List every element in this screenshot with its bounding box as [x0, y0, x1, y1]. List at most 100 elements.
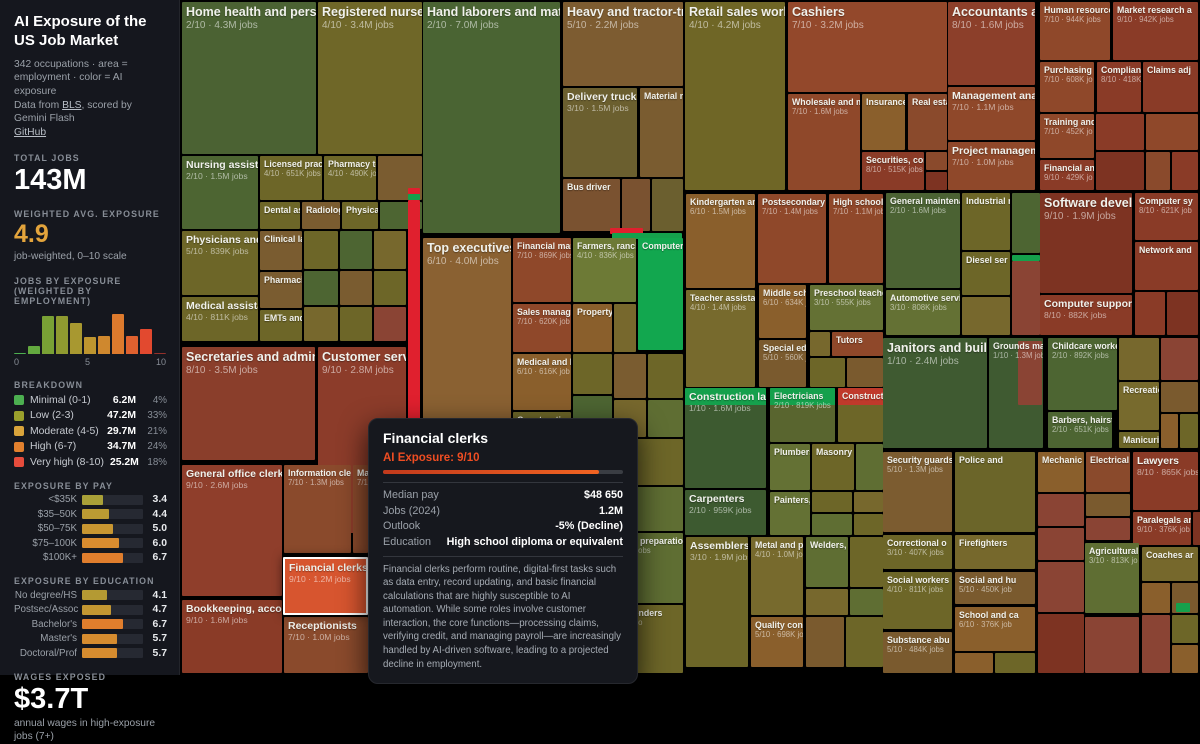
treemap-tile[interactable]: Financial an 9/10 · 429K jo [1040, 160, 1094, 190]
treemap-tile[interactable]: Software develope9/10 · 1.9M jobs [1040, 193, 1132, 293]
treemap-tile-unlabeled[interactable] [1086, 518, 1130, 540]
treemap-tile-unlabeled[interactable] [926, 152, 947, 170]
treemap-tile[interactable]: Plumbers, [770, 444, 810, 490]
treemap-tile[interactable]: Project managemen7/10 · 1.0M jobs [948, 142, 1035, 190]
treemap-tile-unlabeled[interactable] [847, 358, 883, 387]
treemap-tile[interactable]: Market research a 9/10 · 942K jobs [1113, 2, 1198, 60]
treemap-tile[interactable]: General maintenan2/10 · 1.6M jobs [886, 193, 960, 288]
treemap-tile-unlabeled[interactable] [340, 231, 372, 269]
treemap-tile-unlabeled[interactable] [1119, 338, 1159, 380]
treemap-tile-unlabeled[interactable] [1167, 292, 1198, 335]
treemap-tile[interactable]: Police and [955, 452, 1035, 532]
treemap-tile[interactable]: Physicians and sur5/10 · 839K jobs [182, 231, 258, 295]
treemap-tile-unlabeled[interactable] [806, 617, 844, 667]
github-link[interactable]: GitHub [14, 126, 47, 138]
treemap-tile-unlabeled[interactable] [850, 537, 883, 587]
treemap-tile-unlabeled[interactable] [1161, 338, 1198, 380]
treemap-tile[interactable]: Substance abu 5/10 · 484K jobs [883, 632, 952, 673]
treemap-tile-unlabeled[interactable] [648, 400, 683, 437]
treemap-tile-unlabeled[interactable] [340, 307, 372, 341]
treemap-tile[interactable]: Automotive servi 3/10 · 808K jobs [886, 290, 960, 335]
treemap-tile[interactable]: Licensed practic4/10 · 651K jobs [260, 156, 322, 200]
treemap-tile-unlabeled[interactable] [1172, 152, 1198, 190]
treemap-tile[interactable]: Coaches ar [1142, 547, 1198, 581]
treemap-tile-unlabeled[interactable] [1172, 615, 1198, 643]
treemap-tile[interactable]: Construction labor1/10 · 1.6M jobs [685, 388, 766, 488]
treemap-tile[interactable]: Security guards a5/10 · 1.3M jobs [883, 452, 952, 532]
treemap-tile[interactable]: Firefighters [955, 535, 1035, 569]
treemap-tile-unlabeled[interactable] [926, 172, 947, 190]
treemap-tile[interactable]: Social and hu 5/10 · 450K job [955, 572, 1035, 604]
treemap-tile[interactable]: Physical t [342, 202, 378, 229]
treemap-tile[interactable]: Mechanic [1038, 452, 1084, 492]
treemap-tile[interactable]: Grounds main1/10 · 1.3M jobs [989, 338, 1043, 448]
treemap-tile[interactable]: Carpenters 2/10 · 959K jobs [685, 490, 766, 535]
treemap-tile[interactable]: Property, [573, 304, 612, 352]
treemap-tile[interactable]: Bus driver [563, 179, 620, 231]
treemap-tile[interactable]: Real esta [908, 94, 947, 150]
treemap-tile[interactable]: Metal and pla4/10 · 1.0M job [751, 537, 803, 615]
treemap-tile[interactable]: Electricians 2/10 · 819K jobs [770, 388, 835, 442]
treemap-tile[interactable]: Radiologi [302, 202, 340, 229]
treemap-tile[interactable]: Childcare worker 2/10 · 892K jobs [1048, 338, 1117, 410]
treemap-tile[interactable]: Manicuris [1119, 432, 1159, 448]
treemap-tile[interactable]: School and ca 6/10 · 376K job [955, 607, 1035, 651]
treemap-tile[interactable]: Postsecondary te7/10 · 1.4M jobs [758, 194, 826, 283]
treemap-tile[interactable]: Social workers 4/10 · 811K jobs [883, 572, 952, 629]
treemap-tile[interactable]: Nursing assistants2/10 · 1.5M jobs [182, 156, 258, 229]
treemap-tile[interactable]: Hand laborers and materia2/10 · 7.0M job… [423, 2, 560, 233]
treemap-tile-unlabeled[interactable] [304, 307, 338, 341]
treemap-tile-unlabeled[interactable] [1085, 617, 1139, 673]
treemap-tile[interactable]: Janitors and buildin1/10 · 2.4M jobs [883, 338, 987, 448]
treemap-tile[interactable]: Welders, c [806, 537, 848, 587]
treemap-tile[interactable]: Preschool teacher 3/10 · 555K jobs [810, 285, 883, 330]
treemap-tile[interactable]: Secretaries and administ8/10 · 3.5M jobs [182, 347, 315, 460]
treemap-tile[interactable]: Computer sy 8/10 · 621K job [1135, 193, 1198, 240]
treemap-tile[interactable]: Material m [640, 88, 683, 177]
treemap-tile[interactable]: Training and 7/10 · 452K jo [1040, 114, 1094, 158]
treemap-tile[interactable]: Dental as [260, 202, 300, 229]
treemap-tile[interactable]: Insurance [862, 94, 905, 150]
bls-link[interactable]: BLS [62, 99, 82, 111]
treemap-tile-unlabeled[interactable] [304, 271, 338, 305]
treemap-tile-unlabeled[interactable] [374, 307, 406, 341]
treemap-tile[interactable]: Teacher assistant4/10 · 1.4M jobs [686, 290, 755, 387]
treemap-tile-unlabeled[interactable] [374, 271, 406, 305]
treemap-tile[interactable]: Assemblers and3/10 · 1.9M jobs [686, 537, 748, 667]
treemap-tile-unlabeled[interactable] [408, 188, 420, 194]
treemap-tile[interactable]: Pharmaci [260, 272, 302, 308]
treemap-tile-unlabeled[interactable] [1038, 614, 1084, 673]
treemap-tile[interactable]: Cashiers 7/10 · 3.2M jobs [788, 2, 947, 92]
treemap-tile[interactable]: Securities, cor 8/10 · 515K jobs [862, 152, 924, 190]
treemap-tile[interactable]: Sales manag 7/10 · 620K job [513, 304, 571, 352]
treemap-tile-unlabeled[interactable] [1142, 615, 1170, 673]
treemap-tile-unlabeled[interactable] [1038, 528, 1084, 560]
treemap-tile-unlabeled[interactable] [614, 354, 646, 398]
treemap-tile-unlabeled[interactable] [812, 514, 852, 535]
treemap-tile[interactable]: High school t7/10 · 1.1M jobs [829, 194, 883, 283]
treemap-tile-unlabeled[interactable] [854, 492, 883, 512]
treemap-tile[interactable]: Diesel ser [962, 252, 1010, 295]
treemap-tile[interactable]: Electrical [1086, 452, 1130, 492]
treemap-tile-unlabeled[interactable] [648, 354, 683, 398]
treemap-tile[interactable]: Medical assistants4/10 · 811K jobs [182, 297, 258, 341]
treemap-tile[interactable]: Claims adj [1143, 62, 1198, 112]
treemap-tile[interactable]: Home health and persona2/10 · 4.3M jobs [182, 2, 316, 154]
treemap-tile-unlabeled[interactable] [612, 233, 682, 239]
treemap-tile[interactable]: Computer support 8/10 · 882K jobs [1040, 295, 1132, 335]
treemap-tile[interactable]: Kindergarten and6/10 · 1.5M jobs [686, 194, 755, 288]
treemap-tile-unlabeled[interactable] [955, 653, 993, 673]
treemap-tile[interactable]: Quality contr5/10 · 698K job [751, 617, 803, 667]
treemap-tile-unlabeled[interactable] [1172, 645, 1198, 673]
treemap-tile-unlabeled[interactable] [1096, 114, 1144, 150]
treemap-tile-unlabeled[interactable] [374, 231, 406, 269]
treemap-tile[interactable]: Receptionists 7/10 · 1.0M jobs [284, 617, 368, 673]
treemap-tile[interactable]: Management analy7/10 · 1.1M jobs [948, 87, 1035, 140]
treemap-tile-unlabeled[interactable] [304, 231, 338, 269]
treemap-tile[interactable]: Constructi [838, 388, 883, 442]
treemap-tile[interactable]: Paralegals ar 9/10 · 376K job [1133, 512, 1191, 545]
treemap-tile-unlabeled[interactable] [854, 514, 883, 535]
treemap-tile-unlabeled[interactable] [810, 332, 830, 356]
treemap-tile-unlabeled[interactable] [1012, 193, 1040, 253]
